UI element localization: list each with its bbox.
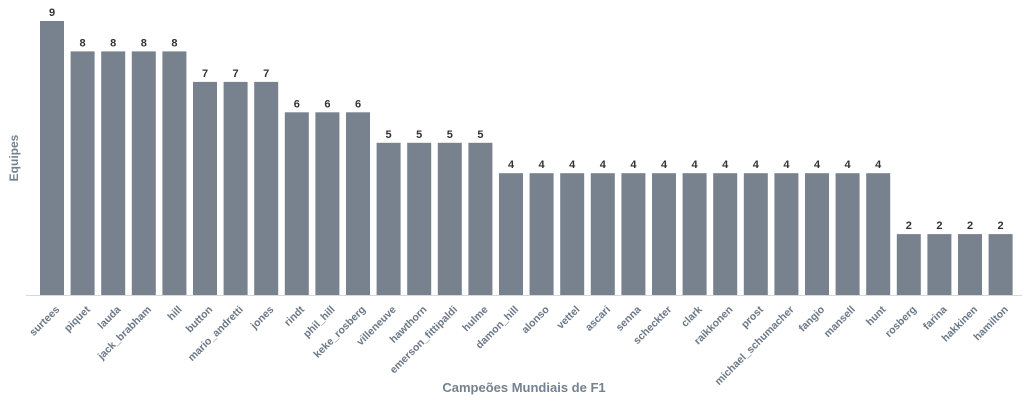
- value-label-vettel: 4: [569, 159, 576, 171]
- bar-raikkonen: [713, 173, 738, 295]
- bar-alonso: [529, 173, 554, 295]
- x-tick-label-rindt: rindt: [282, 303, 307, 328]
- bar-rindt: [284, 112, 309, 295]
- bar-hakkinen: [958, 234, 982, 295]
- value-label-piquet: 8: [80, 37, 86, 49]
- value-label-hakkinen: 2: [967, 220, 973, 232]
- value-label-mansell: 4: [845, 159, 852, 171]
- value-label-clark: 4: [692, 159, 699, 171]
- x-tick-label-hunt: hunt: [864, 303, 889, 328]
- bars-group: [40, 21, 1013, 296]
- value-label-damon_hill: 4: [508, 159, 515, 171]
- bar-rosberg: [896, 234, 921, 295]
- value-label-alonso: 4: [539, 159, 546, 171]
- value-label-hawthorn: 5: [416, 129, 422, 141]
- x-axis-title: Campeões Mundiais de F1: [442, 380, 605, 395]
- bar-scheckter: [652, 173, 676, 295]
- value-label-villeneuve: 5: [386, 129, 392, 141]
- value-label-keke_rosberg: 6: [355, 98, 361, 110]
- bar-keke_rosberg: [346, 112, 370, 295]
- bar-villeneuve: [376, 142, 401, 295]
- x-tick-label-ascari: ascari: [583, 304, 613, 334]
- bar-fangio: [805, 173, 829, 295]
- value-label-scheckter: 4: [661, 159, 668, 171]
- value-label-jack_brabham: 8: [141, 37, 147, 49]
- value-label-farina: 2: [936, 220, 942, 232]
- value-label-lauda: 8: [110, 37, 116, 49]
- bar-hill: [162, 51, 187, 296]
- value-label-hill: 8: [171, 37, 177, 49]
- value-label-senna: 4: [630, 159, 637, 171]
- bar-phil_hill: [315, 112, 340, 295]
- value-label-hunt: 4: [875, 159, 882, 171]
- bar-senna: [621, 173, 646, 295]
- value-label-mario_andretti: 7: [233, 68, 239, 80]
- value-label-rosberg: 2: [906, 220, 912, 232]
- x-tick-label-jones: jones: [248, 304, 277, 333]
- bar-clark: [682, 173, 707, 295]
- bar-jack_brabham: [131, 51, 156, 296]
- x-tick-label-clark: clark: [679, 304, 705, 330]
- value-label-fangio: 4: [814, 159, 821, 171]
- x-tick-label-lauda: lauda: [96, 304, 124, 332]
- y-axis-title: Equipes: [7, 134, 21, 181]
- value-label-emerson_fittipaldi: 5: [447, 129, 453, 141]
- bar-farina: [927, 234, 952, 295]
- bar-button: [193, 81, 217, 296]
- value-label-phil_hill: 6: [324, 98, 330, 110]
- bar-hamilton: [988, 234, 1013, 295]
- bar-hawthorn: [407, 142, 432, 295]
- bar-mansell: [835, 173, 860, 295]
- bar-jones: [254, 81, 279, 296]
- bar-lauda: [101, 51, 126, 296]
- x-tick-label-farina: farina: [921, 304, 950, 333]
- value-label-surtees: 9: [49, 7, 55, 19]
- bar-damon_hill: [499, 173, 523, 295]
- bar-prost: [743, 173, 768, 295]
- bar-mario_andretti: [223, 81, 248, 296]
- value-label-prost: 4: [753, 159, 760, 171]
- x-tick-label-alonso: alonso: [519, 304, 551, 336]
- bar-vettel: [560, 173, 585, 295]
- x-tick-label-mario_andretti: mario_andretti: [186, 304, 246, 364]
- x-tick-label-mansell: mansell: [822, 304, 858, 340]
- bar-michael_schumacher: [774, 173, 799, 295]
- x-tick-label-prost: prost: [739, 303, 766, 330]
- x-tick-label-vettel: vettel: [555, 304, 583, 332]
- x-tick-label-rosberg: rosberg: [883, 304, 919, 340]
- value-label-michael_schumacher: 4: [783, 159, 790, 171]
- value-label-ascari: 4: [600, 159, 607, 171]
- x-tick-label-surtees: surtees: [27, 304, 62, 339]
- bar-surtees: [40, 21, 64, 295]
- value-labels-group: 9 8 8 8 8 7 7 7 6 6 6 5 5 5 5 4 4 4 4 4 4 4 4 4 4 4 4 4 2 2 2 2: [49, 7, 1004, 232]
- value-label-hulme: 5: [477, 129, 483, 141]
- value-label-hamilton: 2: [998, 220, 1004, 232]
- bar-hulme: [468, 142, 493, 295]
- x-tick-label-hill: hill: [165, 304, 184, 323]
- x-tick-label-jack_brabham: jack_brabham: [95, 304, 154, 363]
- value-label-rindt: 6: [294, 98, 300, 110]
- bar-emerson_fittipaldi: [437, 142, 462, 295]
- bar-hunt: [866, 173, 891, 295]
- value-label-raikkonen: 4: [722, 159, 729, 171]
- x-tick-label-piquet: piquet: [62, 303, 93, 334]
- bar-piquet: [70, 51, 95, 296]
- bar-ascari: [590, 173, 615, 295]
- value-label-button: 7: [202, 68, 208, 80]
- value-label-jones: 7: [263, 68, 269, 80]
